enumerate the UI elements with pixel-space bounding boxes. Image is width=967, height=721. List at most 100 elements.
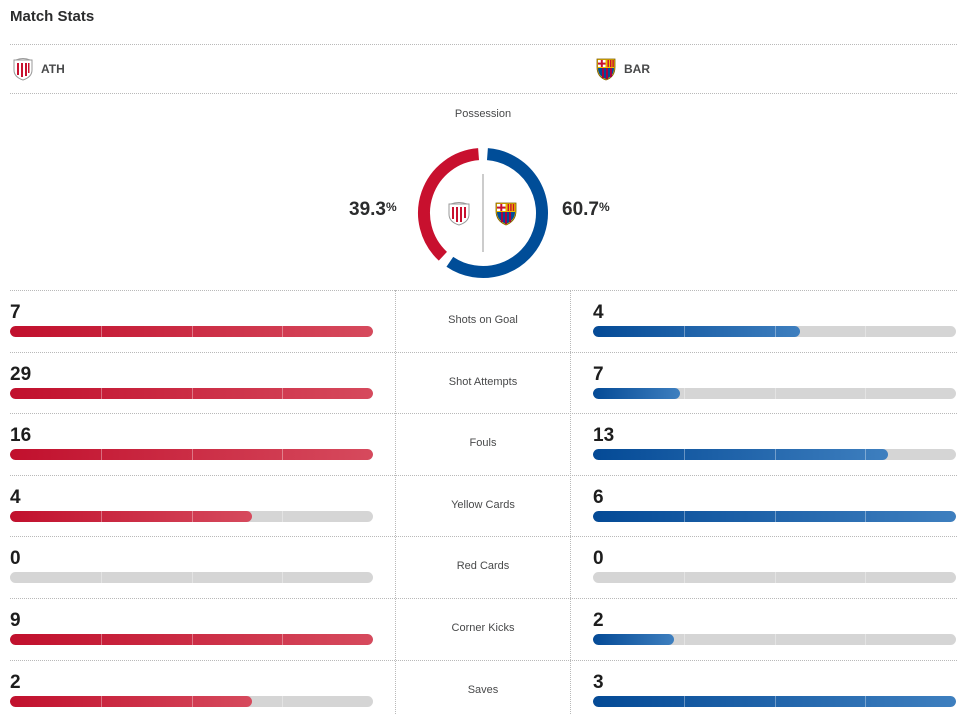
away-possession-value: 60.7% bbox=[562, 199, 610, 221]
stat-label: Red Cards bbox=[456, 560, 510, 572]
fc-barcelona-crest-icon bbox=[495, 202, 517, 226]
bar-segment-divider bbox=[684, 634, 685, 645]
stat-row: 4 Yellow Cards 6 bbox=[0, 475, 967, 536]
away-stat-bar-fill bbox=[593, 511, 956, 522]
home-stat-value: 0 bbox=[10, 548, 21, 569]
home-stat-value: 7 bbox=[10, 302, 21, 323]
home-stat-bar bbox=[10, 572, 373, 583]
home-stat-bar bbox=[10, 634, 373, 645]
bar-segment-divider bbox=[192, 696, 193, 707]
stat-row: 9 Corner Kicks 2 bbox=[0, 598, 967, 659]
home-stat-bar bbox=[10, 511, 373, 522]
percent-sign: % bbox=[598, 200, 610, 214]
home-stat-bar bbox=[10, 449, 373, 460]
home-stat-bar-fill bbox=[10, 511, 253, 522]
bar-segment-divider bbox=[684, 511, 685, 522]
stat-label: Corner Kicks bbox=[451, 622, 515, 634]
home-stat-value: 29 bbox=[10, 364, 32, 385]
home-stat-bar-fill bbox=[10, 634, 373, 645]
bar-segment-divider bbox=[101, 634, 102, 645]
away-team-abbr: BAR bbox=[624, 62, 650, 76]
bar-segment-divider bbox=[282, 449, 283, 460]
bar-segment-divider bbox=[775, 326, 776, 337]
away-possession-number: 60.7 bbox=[562, 199, 599, 220]
bar-segment-divider bbox=[282, 511, 283, 522]
home-possession-value: 39.3% bbox=[349, 199, 397, 221]
away-stat-bar bbox=[593, 572, 956, 583]
stat-label: Yellow Cards bbox=[451, 499, 515, 511]
bar-segment-divider bbox=[865, 511, 866, 522]
bar-segment-divider bbox=[775, 511, 776, 522]
away-stat-bar bbox=[593, 511, 956, 522]
page-title: Match Stats bbox=[10, 8, 95, 25]
bar-segment-divider bbox=[684, 696, 685, 707]
home-stat-value: 16 bbox=[10, 425, 32, 446]
bar-segment-divider bbox=[282, 634, 283, 645]
stat-row: 2 Saves 3 bbox=[0, 660, 967, 721]
bar-segment-divider bbox=[865, 634, 866, 645]
bar-segment-divider bbox=[101, 449, 102, 460]
away-stat-value: 6 bbox=[593, 487, 604, 508]
divider bbox=[10, 598, 957, 599]
home-team-abbr: ATH bbox=[41, 62, 65, 76]
home-possession-number: 39.3 bbox=[349, 199, 386, 220]
bar-segment-divider bbox=[775, 572, 776, 583]
bar-segment-divider bbox=[684, 572, 685, 583]
stat-row: 7 Shots on Goal 4 bbox=[0, 290, 967, 351]
bar-segment-divider bbox=[775, 696, 776, 707]
bar-segment-divider bbox=[865, 326, 866, 337]
bar-segment-divider bbox=[192, 388, 193, 399]
away-stat-bar bbox=[593, 326, 956, 337]
home-stat-bar bbox=[10, 696, 373, 707]
athletic-bilbao-crest-icon bbox=[12, 57, 34, 81]
bar-segment-divider bbox=[101, 511, 102, 522]
home-stat-bar-fill bbox=[10, 449, 373, 460]
bar-segment-divider bbox=[282, 326, 283, 337]
away-stat-bar-fill bbox=[593, 634, 674, 645]
away-stat-bar-fill bbox=[593, 388, 681, 399]
divider bbox=[10, 44, 957, 45]
home-stat-value: 4 bbox=[10, 487, 21, 508]
away-stat-bar-fill bbox=[593, 326, 801, 337]
fc-barcelona-crest-icon bbox=[595, 57, 617, 81]
home-stat-bar bbox=[10, 326, 373, 337]
bar-segment-divider bbox=[282, 696, 283, 707]
away-stat-bar-fill bbox=[593, 449, 888, 460]
home-possession-arc bbox=[418, 148, 480, 261]
athletic-bilbao-crest-icon bbox=[448, 202, 470, 226]
home-stat-value: 9 bbox=[10, 610, 21, 631]
home-stat-bar-fill bbox=[10, 326, 373, 337]
bar-segment-divider bbox=[282, 388, 283, 399]
divider bbox=[10, 536, 957, 537]
stat-label: Shots on Goal bbox=[448, 314, 518, 326]
column-divider bbox=[395, 290, 396, 714]
stat-row: 16 Fouls 13 bbox=[0, 413, 967, 474]
bar-segment-divider bbox=[192, 449, 193, 460]
bar-segment-divider bbox=[101, 388, 102, 399]
stat-row: 0 Red Cards 0 bbox=[0, 536, 967, 597]
bar-segment-divider bbox=[192, 572, 193, 583]
away-team-header: BAR bbox=[595, 57, 650, 81]
away-stat-value: 4 bbox=[593, 302, 604, 323]
away-stat-value: 3 bbox=[593, 672, 604, 693]
home-stat-bar-fill bbox=[10, 696, 253, 707]
bar-segment-divider bbox=[684, 388, 685, 399]
divider bbox=[10, 413, 957, 414]
away-stat-bar bbox=[593, 696, 956, 707]
bar-segment-divider bbox=[775, 634, 776, 645]
away-stat-bar bbox=[593, 634, 956, 645]
bar-segment-divider bbox=[684, 449, 685, 460]
stat-label: Shot Attempts bbox=[448, 376, 518, 388]
away-stat-bar bbox=[593, 388, 956, 399]
bar-segment-divider bbox=[865, 696, 866, 707]
bar-segment-divider bbox=[865, 388, 866, 399]
away-stat-bar bbox=[593, 449, 956, 460]
home-stat-value: 2 bbox=[10, 672, 21, 693]
possession-donut bbox=[418, 148, 548, 278]
home-stat-bar bbox=[10, 388, 373, 399]
bar-segment-divider bbox=[684, 326, 685, 337]
bar-segment-divider bbox=[192, 511, 193, 522]
percent-sign: % bbox=[385, 200, 397, 214]
possession-label: Possession bbox=[454, 108, 512, 120]
stat-label: Fouls bbox=[469, 437, 497, 449]
